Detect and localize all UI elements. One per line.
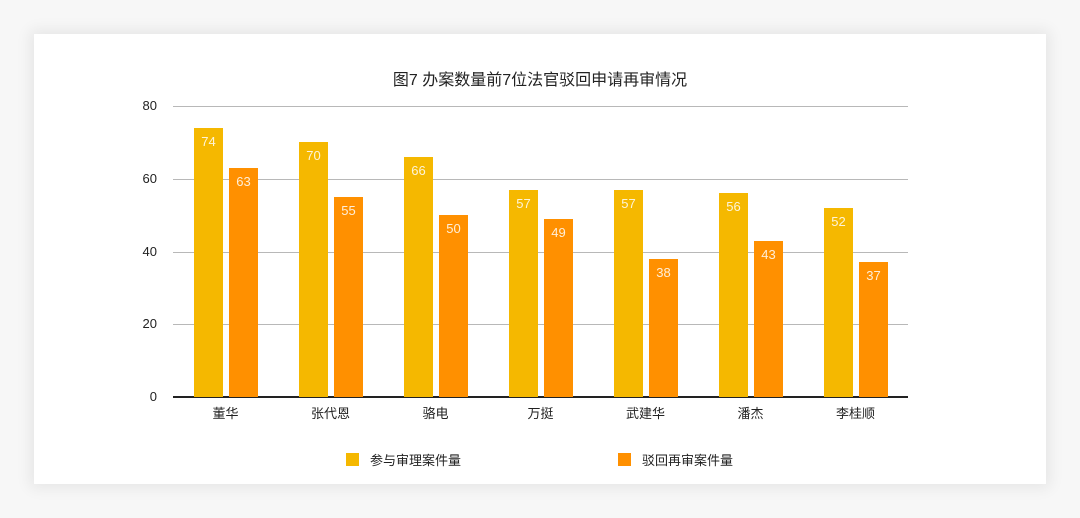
bar-series-0: 57 [614,189,643,397]
bar-series-0: 57 [509,189,538,397]
legend-item-series-0: 参与审理案件量 [346,450,461,469]
legend-swatch [346,453,359,466]
data-label: 52 [831,213,846,229]
x-tick-label: 万挺 [527,406,554,421]
bar-series-0: 66 [404,156,433,397]
y-tick-label: 60 [142,170,157,186]
bar-series-1: 49 [544,218,573,397]
data-label: 55 [341,202,356,218]
bar-series-1: 63 [229,167,258,397]
x-tick-label: 潘杰 [737,406,764,421]
data-label: 37 [866,268,881,284]
bar-series-1: 37 [859,262,888,397]
data-label: 70 [306,148,321,164]
data-label: 38 [656,264,671,280]
legend-swatch [618,453,631,466]
x-tick-label: 李桂顺 [835,406,875,421]
y-tick-label: 40 [142,243,157,259]
bar-series-1: 55 [334,196,363,397]
bar-series-0: 74 [194,127,223,397]
x-axis-line [173,396,908,398]
chart-title: 图7 办案数量前7位法官驳回申请再审情况 [392,72,688,89]
plot-area: 74 63 70 55 66 50 57 49 57 38 56 43 52 37 [173,106,908,398]
bar-series-1: 43 [754,240,783,397]
bar-series-0: 56 [719,193,748,397]
gridline [173,178,908,180]
bar-series-1: 38 [649,258,678,397]
y-tick-label: 20 [142,316,157,332]
gridline [173,106,908,107]
data-label: 63 [236,173,251,189]
x-tick-label: 张代恩 [310,406,350,421]
y-tick-label: 80 [142,98,157,113]
bar-series-0: 70 [299,142,328,397]
gridline [173,251,908,253]
data-label: 56 [726,199,741,215]
bar-series-1: 50 [439,215,468,397]
legend-label: 驳回再审案件量 [642,453,734,468]
bar-series-0: 52 [824,207,853,397]
x-tick-label: 武建华 [625,406,665,421]
data-label: 50 [446,221,461,237]
data-label: 57 [516,195,531,211]
data-label: 43 [761,246,776,262]
gridline [173,324,908,326]
x-tick-label: 董华 [212,406,239,421]
data-label: 74 [201,133,216,149]
legend-label: 参与审理案件量 [370,453,462,468]
data-label: 66 [411,162,426,178]
data-label: 57 [621,195,636,211]
y-tick-label: 0 [149,389,157,404]
legend-item-series-1: 驳回再审案件量 [618,450,733,469]
data-label: 49 [551,224,566,240]
x-tick-label: 骆电 [422,406,449,421]
